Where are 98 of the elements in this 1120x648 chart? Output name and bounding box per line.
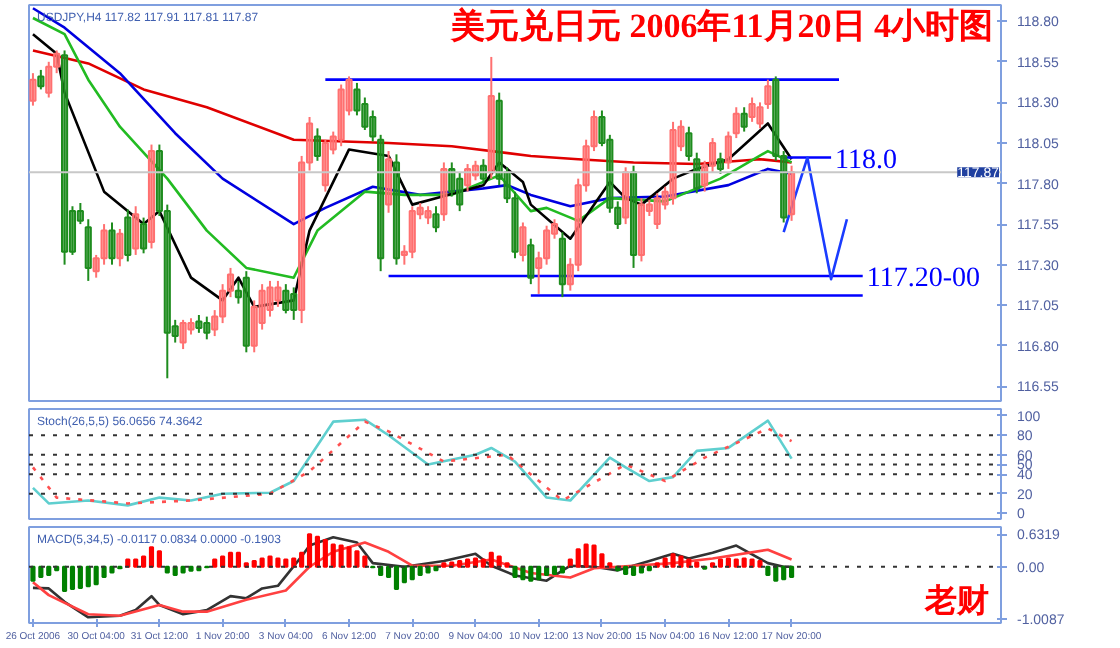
candlestick: [756, 101, 764, 130]
candlestick: [748, 96, 756, 123]
annotation: 老财: [923, 583, 989, 619]
candlestick: [155, 143, 163, 217]
candlestick: [313, 127, 322, 162]
series-label: 118.0: [835, 145, 898, 176]
candlestick: [211, 309, 219, 338]
candlestick: [179, 318, 187, 351]
candlestick: [708, 137, 717, 174]
candlestick: [345, 75, 353, 117]
candlestick: [108, 221, 116, 266]
candlestick: [187, 317, 195, 336]
candlestick: [566, 257, 574, 292]
candlestick: [163, 203, 171, 380]
candlestick: [76, 202, 84, 226]
chart-title: 美元兑日元 2006年11月20日 4小时图: [448, 7, 993, 45]
candlestick: [740, 106, 748, 133]
candlestick: [258, 283, 266, 331]
candlestick: [132, 205, 140, 256]
candlestick: [788, 164, 796, 222]
candlestick: [598, 109, 606, 148]
candlestick: [653, 192, 661, 230]
candlestick: [637, 197, 646, 263]
candlestick: [226, 266, 235, 299]
candlestick: [242, 270, 250, 354]
candlestick: [408, 205, 416, 260]
candlestick: [661, 185, 669, 211]
candlestick: [282, 283, 290, 315]
candlestick: [495, 91, 503, 187]
candlestick: [629, 164, 638, 269]
candlestick: [29, 72, 37, 107]
candlestick: [147, 143, 156, 250]
candlestick: [764, 78, 772, 110]
candlestick: [37, 68, 45, 91]
candlestick: [582, 138, 590, 193]
candlestick: [511, 190, 519, 260]
candlestick: [543, 224, 551, 266]
candlestick: [535, 250, 543, 295]
candlestick: [574, 177, 582, 273]
candlestick: [361, 96, 369, 131]
candlestick: [527, 237, 535, 286]
candlestick: [298, 154, 306, 325]
series-label: 117.20-00: [866, 264, 981, 295]
candlestick: [685, 125, 693, 162]
candlestick: [353, 81, 361, 117]
candlestick: [234, 279, 242, 305]
candlestick: [53, 49, 61, 75]
candlestick: [124, 208, 132, 263]
candlestick: [519, 221, 527, 263]
candlestick: [266, 279, 274, 318]
candlestick: [677, 119, 685, 153]
candlestick: [369, 109, 377, 143]
candlestick: [195, 313, 203, 334]
candlestick: [100, 223, 108, 266]
candlestick: [250, 299, 258, 354]
candlestick: [693, 151, 701, 195]
candlestick: [503, 166, 511, 204]
candlestick: [645, 198, 653, 217]
line-series: [31, 6, 793, 226]
candlestick: [377, 133, 385, 273]
candlestick: [290, 286, 298, 321]
candlestick: [140, 216, 148, 255]
candlestick: [45, 60, 53, 99]
candlestick: [606, 133, 614, 214]
candlestick: [416, 202, 424, 221]
candlestick: [171, 318, 179, 344]
candlestick: [590, 109, 598, 153]
candlestick: [669, 120, 677, 206]
candlestick: [448, 161, 456, 198]
candlestick: [321, 138, 329, 193]
candlestick: [550, 218, 559, 240]
candlestick: [68, 205, 77, 256]
candlestick: [487, 55, 495, 180]
candlestick: [84, 218, 92, 282]
candlestick: [274, 279, 282, 308]
candlestick: [400, 244, 408, 266]
candlestick: [724, 130, 732, 170]
candlestick: [716, 151, 725, 175]
candlestick: [337, 83, 345, 148]
candlestick: [329, 130, 337, 156]
candlestick: [772, 75, 780, 162]
candlestick: [440, 161, 448, 222]
candlestick: [558, 231, 566, 299]
candlestick: [392, 153, 401, 266]
candlestick: [456, 171, 464, 213]
candlestick: [60, 49, 69, 266]
candlestick: [92, 253, 100, 279]
candlestick: [622, 166, 630, 226]
candlestick: [732, 106, 740, 140]
candlestick: [116, 227, 124, 268]
candlestick: [219, 283, 227, 325]
candlestick: [305, 115, 314, 172]
candlestick: [432, 205, 440, 234]
candlestick: [384, 150, 393, 214]
candlestick: [424, 205, 432, 226]
candlestick: [203, 315, 211, 341]
candlestick: [614, 200, 622, 230]
candlestick: [780, 150, 788, 224]
